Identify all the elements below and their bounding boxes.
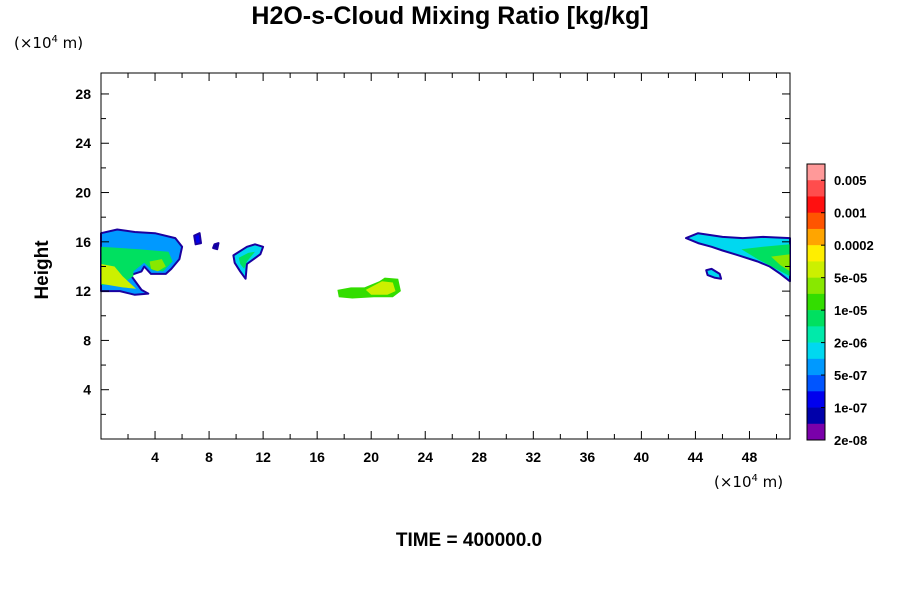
colorbar-swatch: [807, 228, 825, 246]
colorbar-swatch: [807, 375, 825, 392]
x-tick-label: 20: [363, 449, 379, 465]
cloud-region-small-blob-1: [193, 232, 202, 246]
colorbar-swatch: [807, 245, 825, 262]
colorbar-swatch: [807, 423, 825, 441]
cloud-region-left-cloud-core2: [149, 259, 166, 272]
cloud-region-right-cloud-core: [741, 244, 790, 277]
y-axis: 4 8 12 16 20 24 28: [75, 86, 790, 415]
cloud-region-cloud-near-11: [232, 243, 265, 280]
colorbar: 0.005 0.001 0.0002 5e-05 1e-05 2e-06 5e-07 1e-0…: [806, 163, 874, 448]
x-tick-label: 4: [151, 449, 159, 465]
colorbar-swatch: [807, 391, 825, 408]
chart-title: H2O-s-Cloud Mixing Ratio [kg/kg]: [251, 2, 649, 30]
colorbar-label: 5e-05: [834, 271, 867, 286]
y-tick-label: 4: [83, 382, 91, 398]
colorbar-label: 2e-06: [834, 336, 867, 351]
cloud-region-cloud-near-11-core: [238, 251, 255, 269]
cloud-region-right-cloud-core2: [771, 254, 790, 272]
colorbar-swatch: [807, 277, 825, 295]
x-tick-label: 16: [309, 449, 325, 465]
colorbar-swatch: [807, 196, 825, 214]
colorbar-swatch: [807, 164, 825, 181]
colorbar-swatch: [807, 180, 825, 197]
x-tick-label: 28: [471, 449, 487, 465]
cloud-region-left-cloud-core: [101, 264, 137, 289]
colorbar-label: 1e-07: [834, 401, 867, 416]
x-axis: 4 8 12 16 20 24 28 32 36 40 44 48: [127, 73, 777, 465]
y-tick-label: 20: [75, 185, 91, 201]
cloud-regions: [100, 228, 791, 299]
colorbar-label: 5e-07: [834, 368, 867, 383]
colorbar-label: 2e-08: [834, 433, 867, 448]
cloud-region-cloud-center-core: [365, 281, 396, 295]
colorbar-frame: [806, 163, 826, 441]
y-unit-label: (×104 m): [14, 34, 84, 52]
x-tick-label: 40: [634, 449, 650, 465]
colorbar-swatch: [807, 293, 825, 311]
colorbar-swatch: [807, 358, 825, 376]
x-tick-label: 32: [526, 449, 542, 465]
y-tick-label: 8: [83, 332, 91, 348]
y-tick-label: 28: [75, 86, 91, 102]
x-tick-label: 24: [417, 449, 433, 465]
y-tick-label: 12: [75, 283, 91, 299]
colorbar-label: 0.001: [834, 206, 867, 221]
x-tick-label: 36: [580, 449, 596, 465]
plot-frame: [100, 72, 791, 440]
cloud-region-right-small-blob: [705, 267, 723, 280]
x-tick-label: 44: [688, 449, 704, 465]
colorbar-label: 1e-05: [834, 303, 867, 318]
x-tick-label: 48: [742, 449, 758, 465]
cloud-region-right-cloud-main: [685, 232, 791, 283]
colorbar-label: 0.0002: [834, 238, 874, 253]
colorbar-swatch: [807, 342, 825, 360]
colorbar-swatch: [807, 212, 825, 230]
time-label: TIME = 400000.0: [395, 530, 543, 551]
colorbar-swatch: [807, 326, 825, 343]
cloud-region-small-blob-2: [212, 242, 220, 251]
colorbar-swatch: [807, 310, 825, 327]
y-tick-label: 16: [75, 234, 91, 250]
y-tick-label: 24: [75, 135, 91, 151]
colorbar-swatch: [807, 261, 825, 278]
colorbar-label: 0.005: [834, 173, 867, 188]
colorbar-swatch: [807, 407, 825, 425]
x-tick-label: 8: [205, 449, 213, 465]
x-unit-label: (×104 m): [714, 473, 784, 491]
x-tick-label: 12: [255, 449, 271, 465]
